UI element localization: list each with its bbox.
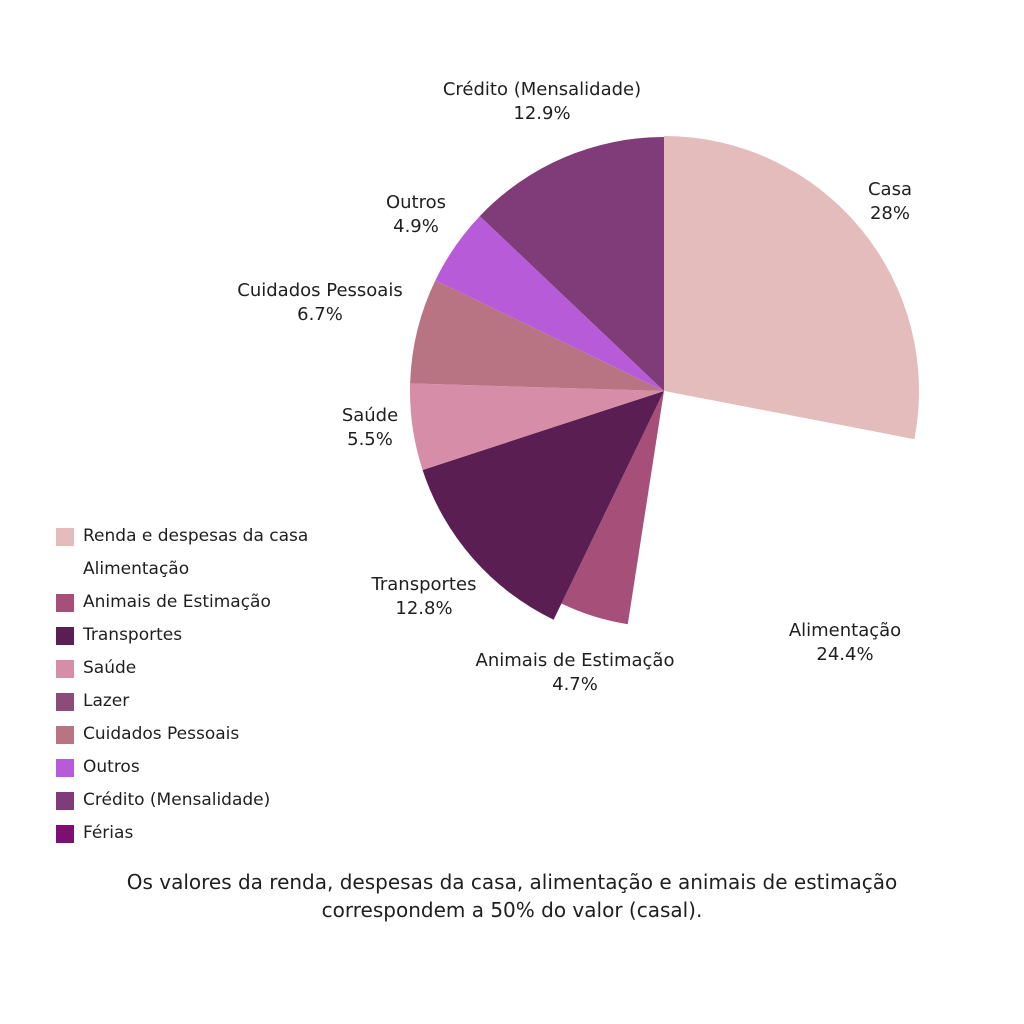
slice-label: Animais de Estimação	[476, 650, 675, 671]
caption-line-2: correspondem a 50% do valor (casal).	[321, 898, 703, 922]
legend-swatch	[56, 527, 74, 546]
legend-swatch	[56, 659, 74, 678]
legend-item: Lazer	[56, 685, 308, 718]
pie-labels: Casa 28% Alimentação 24.4% Animais de Estima…	[237, 79, 912, 695]
legend-item: Saúde	[56, 652, 308, 685]
legend-label: Outros	[83, 757, 140, 777]
slice-value-label: 24.4%	[816, 644, 873, 665]
legend-label: Animais de Estimação	[83, 592, 271, 612]
legend-item: Transportes	[56, 619, 308, 652]
slice-label: Transportes	[371, 574, 477, 595]
pie-slice-transportes	[422, 391, 664, 620]
legend-item: Animais de Estimação	[56, 586, 308, 619]
legend-label: Férias	[83, 823, 134, 843]
legend-label: Crédito (Mensalidade)	[83, 790, 271, 810]
slice-label: Crédito (Mensalidade)	[443, 79, 641, 100]
legend-swatch	[56, 626, 74, 645]
legend-label: Lazer	[83, 691, 130, 711]
legend-swatch	[56, 824, 74, 843]
legend-item: Férias	[56, 817, 308, 850]
pie-slice-outros	[435, 216, 664, 391]
slice-value-label: 12.9%	[513, 103, 570, 124]
legend-swatch	[56, 692, 74, 711]
slice-value-label: 6.7%	[297, 304, 343, 325]
legend-item: Renda e despesas da casa	[56, 520, 308, 553]
slice-value-label: 4.9%	[393, 216, 439, 237]
slice-value-label: 12.8%	[395, 598, 452, 619]
legend-label: Transportes	[83, 625, 183, 645]
legend-item: Alimentação	[56, 553, 308, 586]
slice-value-label: 28%	[870, 203, 910, 224]
legend-swatch	[56, 593, 74, 612]
legend-label: Alimentação	[83, 559, 190, 579]
slice-value-label: 4.7%	[552, 674, 598, 695]
slice-label: Saúde	[342, 405, 398, 426]
slice-label: Alimentação	[789, 620, 901, 641]
chart-caption: Os valores da renda, despesas da casa, a…	[0, 868, 1024, 924]
legend-swatch	[56, 725, 74, 744]
slice-label: Cuidados Pessoais	[237, 280, 402, 301]
pie-slices	[409, 136, 920, 647]
pie-slice-saúde	[409, 383, 664, 470]
legend-label: Cuidados Pessoais	[83, 724, 240, 744]
legend-label: Saúde	[83, 658, 137, 678]
pie-slice-alimentação	[624, 391, 915, 647]
pie-slice-crédito-mensalidade-	[479, 137, 664, 391]
slice-value-label: 5.5%	[347, 429, 393, 450]
pie-slice-casa	[664, 136, 920, 440]
slice-label: Casa	[868, 179, 912, 200]
pie-slice-animais-de-estimação	[561, 391, 664, 625]
legend-swatch	[56, 560, 74, 579]
pie-slice-cuidados-pessoais	[410, 280, 664, 391]
legend-item: Crédito (Mensalidade)	[56, 784, 308, 817]
caption-line-1: Os valores da renda, despesas da casa, a…	[126, 870, 898, 894]
chart-legend: Renda e despesas da casa Alimentação Anima…	[56, 520, 308, 850]
legend-item: Outros	[56, 751, 308, 784]
legend-item: Cuidados Pessoais	[56, 718, 308, 751]
legend-label: Renda e despesas da casa	[83, 526, 309, 546]
slice-label: Outros	[386, 192, 446, 213]
legend-swatch	[56, 791, 74, 810]
legend-swatch	[56, 758, 74, 777]
